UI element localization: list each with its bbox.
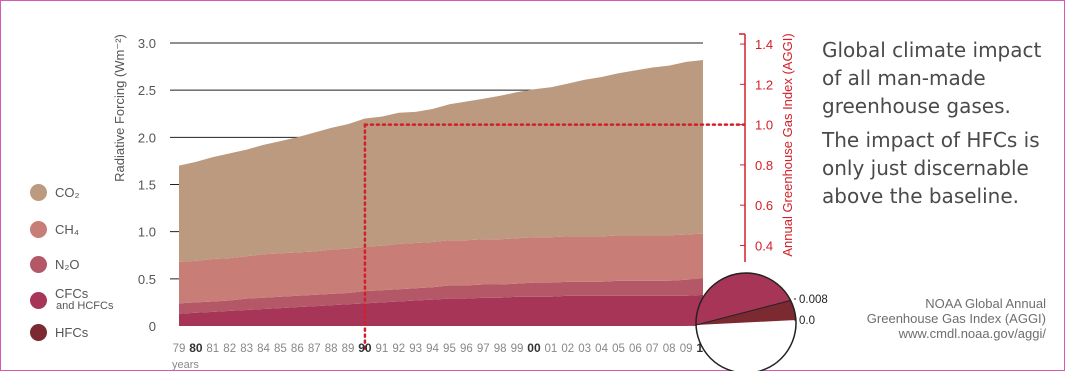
area-n-o [179,278,703,314]
x-tick-label: 79 [173,343,186,355]
aggi-tick-label: 1.2 [755,77,773,92]
x-tick-label: 96 [460,343,473,355]
x-tick-label: 97 [477,343,490,355]
x-tick-label: 92 [392,343,405,355]
x-tick-label: 90 [358,341,372,355]
aggi-tick-label: 1.0 [755,118,773,133]
headline-line2: The impact of HFCs is only just discerna… [822,128,1040,208]
x-tick-label: 03 [578,343,591,355]
legend-item-co2: CO₂ [30,184,80,201]
x-tick-label: 02 [561,343,574,355]
y-tick-label: 2.5 [138,83,156,98]
source-line3: www.cmdl.noaa.gov/aggi/ [898,326,1046,341]
area-co- [179,60,703,262]
x-tick-label: 00 [527,341,541,355]
x-tick-label: 93 [409,343,422,355]
y-tick-label: 0.5 [138,272,156,287]
inset-cfc-band [696,273,796,325]
legend-item-hfcs: HFCs [30,324,88,341]
y-tick-label: 1.0 [138,225,156,240]
x-tick-label: 09 [680,343,693,355]
x-tick-label: 04 [595,343,608,355]
x-tick-label: 01 [544,343,557,355]
legend-item-n2o: N₂O [30,256,80,273]
area-ch- [179,233,703,304]
x-axis-title: years [172,359,199,371]
legend-label-co2: CO₂ [55,185,80,200]
aggi-tick-label: 0.4 [755,238,773,253]
x-tick-label: 05 [612,343,625,355]
inset-content [696,273,796,371]
legend-item-cfcs: CFCs and HCFCs [30,287,113,313]
inset-magnifier-ring [695,272,797,371]
aggi-tick-label: 0.8 [755,158,773,173]
headline: Global climate impact of all man-made gr… [822,36,1052,210]
legend-swatch-co2 [30,184,47,201]
x-tick-label: 88 [325,343,338,355]
legend-label-cfcs-main: CFCs [55,286,89,301]
x-tick-label: 98 [494,343,507,355]
legend-swatch-cfcs [30,291,47,309]
y-tick-label: 3.0 [138,36,156,51]
legend-swatch-n2o [30,256,47,273]
x-tick-label: 86 [291,343,304,355]
aggi-axis-title: Annual Greenhouse Gas Index (AGGI) [780,33,795,256]
x-tick-label: 94 [426,343,439,355]
x-tick-label: 83 [240,343,253,355]
y-tick-label: 2.0 [138,130,156,145]
x-tick-label: 89 [342,343,355,355]
y-tick-label: 0 [149,319,156,334]
x-tick-label: 91 [375,343,388,355]
x-tick-label: 81 [206,343,219,355]
x-tick-label: 07 [646,343,659,355]
inset-slope-line [696,298,796,326]
inset-label-bottom: 0.0 [799,315,815,327]
x-tick-label: 06 [629,343,642,355]
source-line2: Greenhouse Gas Index (AGGI) [866,311,1046,326]
x-tick-label: 82 [223,343,236,355]
legend-label-hfcs: HFCs [55,325,89,340]
inset-label-top: 0.008 [799,294,828,306]
legend-label-n2o: N₂O [55,257,80,272]
x-tick-label: 99 [511,343,524,355]
area-cfcs-and-hcfcs [179,294,703,326]
x-tick-label: 80 [189,341,203,355]
y-tick-label: 1.5 [138,178,156,193]
legend-item-ch4: CH₄ [30,221,79,238]
aggi-tick-label: 0.6 [755,198,773,213]
legend-swatch-hfcs [30,324,47,341]
legend-label-cfcs: CFCs and HCFCs [55,287,113,313]
headline-line1: Global climate impact of all man-made gr… [822,38,1042,118]
legend-swatch-ch4 [30,221,47,238]
y-axis-title: Radiative Forcing (Wm⁻²) [112,34,127,182]
x-tick-label: 85 [274,343,287,355]
aggi-tick-label: 1.4 [755,37,773,52]
source-line1: NOAA Global Annual [925,296,1046,311]
legend-label-ch4: CH₄ [55,222,80,237]
x-tick-label: 84 [257,343,270,355]
x-tick-label: 95 [443,343,456,355]
source-note: NOAA Global Annual Greenhouse Gas Index … [820,296,1046,341]
x-tick-label: 08 [663,343,676,355]
legend-label-cfcs-sub: and HCFCs [56,300,114,312]
x-tick-label: 87 [308,343,321,355]
